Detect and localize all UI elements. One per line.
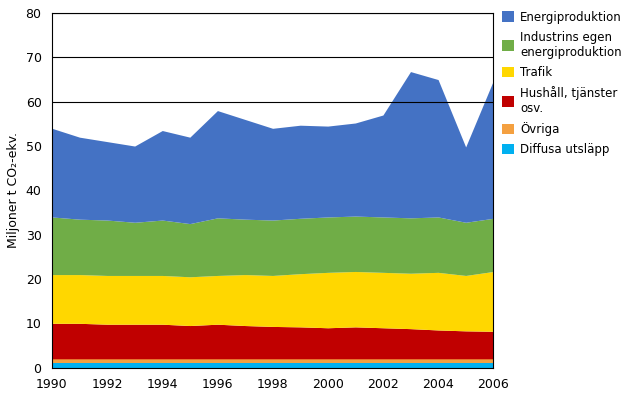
Legend: Energiproduktion, Industrins egen
energiproduktion, Trafik, Hushåll, tjänster
os: Energiproduktion, Industrins egen energi…	[498, 6, 626, 161]
Y-axis label: Miljoner t CO₂-ekv.: Miljoner t CO₂-ekv.	[7, 133, 20, 248]
